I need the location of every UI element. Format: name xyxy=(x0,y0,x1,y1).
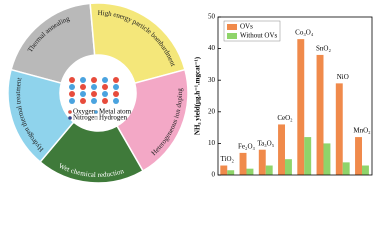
bar xyxy=(335,83,343,175)
category-label: NiO xyxy=(337,73,349,81)
atom xyxy=(69,84,75,90)
legend-label: Oxygen xyxy=(73,108,96,116)
legend-swatch xyxy=(227,33,237,39)
atom xyxy=(113,84,119,90)
atom xyxy=(80,98,86,104)
atom xyxy=(91,84,97,90)
atom xyxy=(69,91,75,97)
atom xyxy=(102,84,108,90)
legend-label: Hydrogen xyxy=(99,114,127,122)
y-tick-label: 20 xyxy=(208,107,216,115)
legend-dot xyxy=(68,110,72,114)
legend-swatch xyxy=(227,24,237,30)
legend-label: OVs xyxy=(240,23,253,31)
legend-dot xyxy=(94,110,98,114)
atom xyxy=(80,84,86,90)
legend-dot xyxy=(68,116,72,120)
atom xyxy=(91,77,97,83)
y-tick-label: 0 xyxy=(212,171,216,179)
plot-frame xyxy=(217,16,373,176)
category-label: Fe₂O₃ xyxy=(238,142,255,150)
bar xyxy=(304,137,312,175)
atom xyxy=(69,98,75,104)
bar xyxy=(265,165,273,175)
bar xyxy=(246,168,254,175)
legend-label: Without OVs xyxy=(240,32,278,40)
bar xyxy=(355,137,362,175)
atom xyxy=(91,98,97,104)
atom xyxy=(80,91,86,97)
bar xyxy=(239,152,247,175)
atom xyxy=(113,98,119,104)
atom xyxy=(102,98,108,104)
legend-label: Nitrogen xyxy=(73,114,98,122)
bar xyxy=(323,143,331,175)
bar xyxy=(220,165,228,175)
atom xyxy=(102,91,108,97)
category-label: Co₃O₄ xyxy=(295,29,314,37)
y-tick-label: 50 xyxy=(208,13,216,21)
legend-label: Metal atom xyxy=(99,108,132,116)
legend-dot xyxy=(94,116,98,120)
atom xyxy=(80,77,86,83)
category-label: CeO₂ xyxy=(277,114,293,122)
category-label: Ta₃O₅ xyxy=(257,139,274,147)
atom xyxy=(113,91,119,97)
atom xyxy=(69,77,75,83)
y-tick-label: 40 xyxy=(208,44,216,52)
legend-box xyxy=(223,20,281,42)
atom xyxy=(102,77,108,83)
y-tick-label: 10 xyxy=(208,139,216,147)
category-label: MnO₂ xyxy=(353,127,371,135)
bar xyxy=(342,162,350,175)
bar xyxy=(278,124,285,175)
category-label: SnO₂ xyxy=(316,45,331,53)
bar xyxy=(227,170,235,175)
bar xyxy=(361,165,369,175)
chart: 0 10 20 30 40 50 NH₃ yield(μg.h⁻¹.mgcat⁻¹) TiO₂… xyxy=(194,13,373,179)
bar xyxy=(258,149,266,175)
atom xyxy=(113,77,119,83)
category-label: TiO₂ xyxy=(220,155,234,163)
center xyxy=(60,55,136,131)
y-tick-label: 30 xyxy=(208,76,216,84)
atom xyxy=(91,91,97,97)
bar xyxy=(284,159,292,175)
y-axis-title: NH₃ yield(μg.h⁻¹.mgcat⁻¹) xyxy=(194,56,202,135)
bar xyxy=(297,39,305,176)
bar xyxy=(316,54,324,175)
